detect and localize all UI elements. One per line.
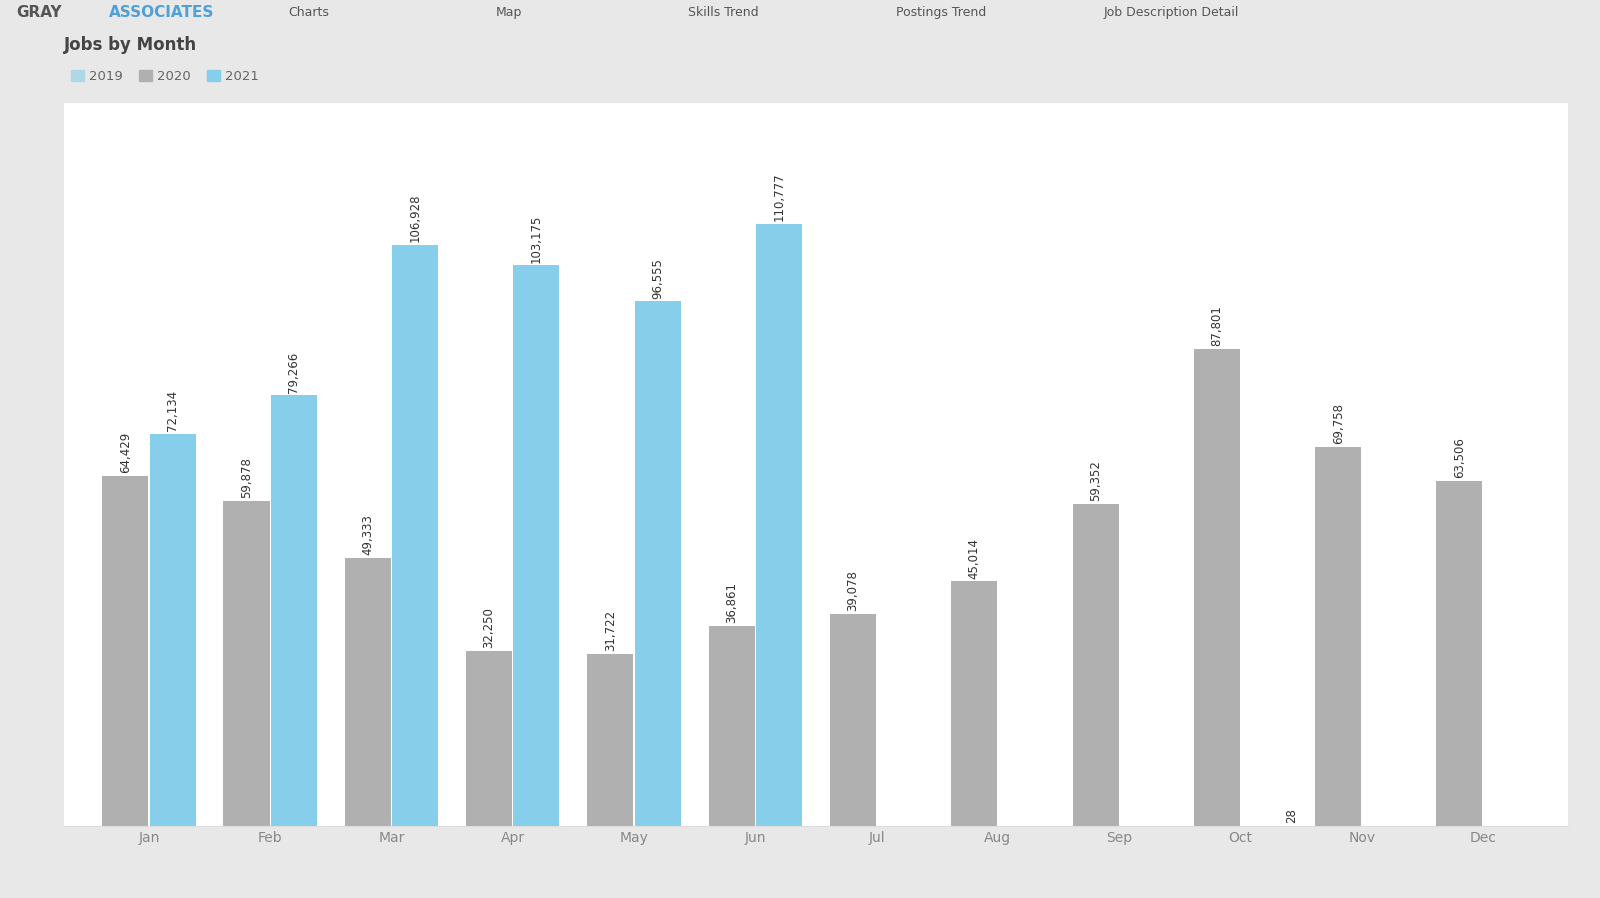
Bar [466,651,512,826]
Bar [755,224,802,826]
Text: 87,801: 87,801 [1210,305,1224,347]
Text: 59,352: 59,352 [1090,460,1102,501]
Bar [635,302,680,826]
Bar [1437,481,1483,826]
Text: 31,722: 31,722 [603,610,618,651]
Bar [952,582,997,826]
Text: Postings Trend: Postings Trend [896,6,986,19]
Text: 49,333: 49,333 [362,515,374,555]
Bar [514,266,560,826]
Text: 106,928: 106,928 [408,194,422,242]
Text: ASSOCIATES: ASSOCIATES [109,5,214,20]
Text: 103,175: 103,175 [530,215,542,262]
Text: 45,014: 45,014 [968,538,981,579]
Text: Map: Map [496,6,522,19]
Text: 39,078: 39,078 [846,570,859,611]
Text: Charts: Charts [288,6,330,19]
Bar [709,626,755,826]
Text: 96,555: 96,555 [651,258,664,299]
Text: Jobs by Month: Jobs by Month [64,37,197,55]
Bar [149,434,195,826]
Bar [102,476,149,826]
Bar [270,395,317,826]
Bar [1315,447,1362,826]
Bar [1194,349,1240,826]
Text: 72,134: 72,134 [166,391,179,431]
Bar [344,558,390,826]
Text: 110,777: 110,777 [773,172,786,221]
Text: 63,506: 63,506 [1453,437,1466,479]
Text: 79,266: 79,266 [288,351,301,392]
Text: Job Description Detail: Job Description Detail [1104,6,1240,19]
Text: GRAY: GRAY [16,5,62,20]
Bar [830,613,877,826]
Text: 32,250: 32,250 [483,607,496,648]
Bar [587,654,634,826]
Bar [392,245,438,826]
Legend: 2019, 2020, 2021: 2019, 2020, 2021 [70,70,259,84]
Text: 59,878: 59,878 [240,457,253,498]
Text: 64,429: 64,429 [118,432,131,473]
Bar [224,501,269,826]
Text: 28: 28 [1285,808,1298,823]
Bar [1072,504,1118,826]
Text: 36,861: 36,861 [725,582,738,623]
Text: Skills Trend: Skills Trend [688,6,758,19]
Text: 69,758: 69,758 [1331,403,1344,445]
